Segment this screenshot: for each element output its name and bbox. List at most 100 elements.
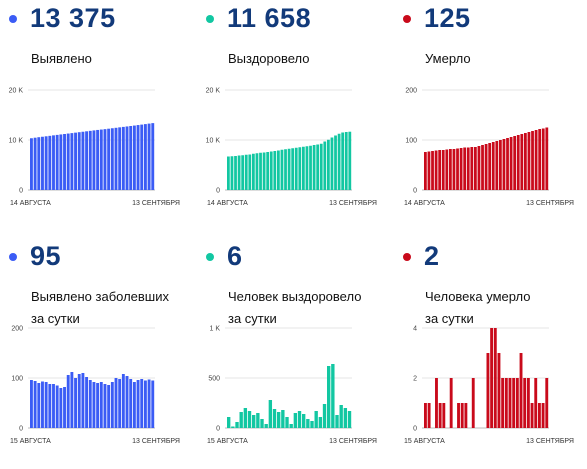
bar <box>255 153 259 190</box>
bar <box>530 403 534 428</box>
bar <box>449 378 453 428</box>
bar <box>92 130 96 190</box>
bar <box>48 384 52 428</box>
bar <box>129 379 133 428</box>
bar <box>298 147 302 190</box>
bar <box>541 128 545 190</box>
bar <box>527 132 531 190</box>
bar <box>103 384 107 428</box>
bar <box>92 382 96 428</box>
panel-died-total: 125 Умерло 0 100 200 14 АВГУСТА 13 СЕНТЯБРЯ <box>394 0 584 230</box>
bar <box>269 151 273 190</box>
bar <box>37 383 41 428</box>
series-dot <box>9 15 17 23</box>
bar <box>327 366 331 428</box>
bar <box>434 150 438 190</box>
stat-label: Человек выздоровело за сутки <box>228 289 362 326</box>
bar <box>513 136 517 190</box>
bar <box>143 380 147 428</box>
bar <box>449 149 452 190</box>
bar <box>147 123 151 190</box>
bar <box>347 411 352 428</box>
bar <box>427 151 431 190</box>
bar <box>85 377 89 428</box>
x-start-label: 14 АВГУСТА <box>404 200 445 207</box>
bar <box>537 403 541 428</box>
bar <box>502 139 506 190</box>
bar <box>121 126 125 190</box>
bar <box>151 380 155 428</box>
y-tick-label: 100 <box>405 138 417 145</box>
bar <box>339 405 343 428</box>
bar <box>273 151 277 190</box>
bar <box>235 422 239 428</box>
bar <box>41 136 44 190</box>
bar <box>59 388 63 428</box>
bar <box>96 129 100 190</box>
bar <box>52 384 55 428</box>
bar <box>526 378 530 428</box>
bar <box>534 130 538 190</box>
bar <box>516 135 520 190</box>
bar <box>132 382 136 428</box>
bar <box>266 152 270 190</box>
bar <box>459 148 463 190</box>
bar <box>107 128 111 190</box>
x-end-label: 13 СЕНТЯБРЯ <box>329 438 377 445</box>
y-tick-label: 200 <box>11 326 23 333</box>
y-tick-label: 0 <box>413 426 417 433</box>
x-start-label: 14 АВГУСТА <box>10 200 51 207</box>
bar <box>520 134 524 190</box>
x-start-label: 15 АВГУСТА <box>10 438 51 445</box>
bar <box>531 131 534 190</box>
bar <box>334 135 337 190</box>
bar <box>519 353 523 428</box>
bar <box>497 353 501 428</box>
bar <box>41 381 44 428</box>
bar <box>442 403 446 428</box>
bar <box>262 152 266 190</box>
x-start-label: 15 АВГУСТА <box>404 438 445 445</box>
bar <box>305 146 309 190</box>
bar <box>538 129 542 190</box>
bar <box>96 383 100 428</box>
bar <box>285 417 289 428</box>
bar <box>318 417 323 428</box>
series-dot <box>9 253 17 261</box>
stat-label: Человека умерло за сутки <box>425 289 531 326</box>
bar <box>256 413 260 428</box>
bar <box>70 133 74 190</box>
bar <box>81 373 85 428</box>
x-start-label: 15 АВГУСТА <box>207 438 248 445</box>
bar <box>55 134 59 190</box>
bar <box>343 408 348 428</box>
series-dot <box>403 253 411 261</box>
bar <box>294 147 298 190</box>
bar <box>289 424 293 428</box>
y-tick-label: 10 K <box>9 138 24 145</box>
bar <box>438 403 442 428</box>
bar <box>330 137 334 190</box>
bar <box>44 382 48 428</box>
bar <box>136 380 140 428</box>
stat-label: Выявлено <box>31 51 92 66</box>
bar <box>327 139 330 190</box>
y-tick-label: 0 <box>19 188 23 195</box>
bar <box>474 147 477 190</box>
bar <box>504 378 508 428</box>
bar <box>341 132 345 190</box>
bar <box>348 131 352 190</box>
bar <box>277 412 281 428</box>
bar <box>319 143 323 190</box>
bar <box>252 415 256 428</box>
bar <box>312 145 316 190</box>
bar <box>259 152 262 190</box>
bar <box>323 141 327 190</box>
bar <box>331 364 335 428</box>
bar <box>63 387 66 428</box>
bar <box>107 385 111 428</box>
stat-label: Выявлено заболевших за сутки <box>31 289 169 326</box>
bar <box>125 376 129 428</box>
bar <box>457 403 460 428</box>
bar <box>280 149 284 190</box>
